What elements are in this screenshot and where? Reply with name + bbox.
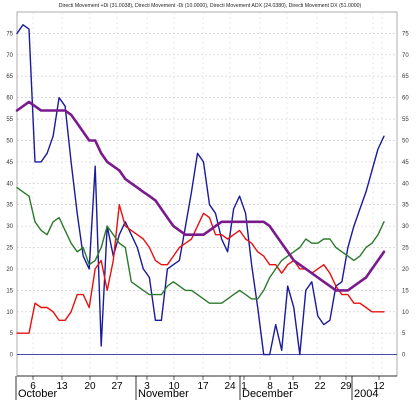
y-tick-label-right: 10 bbox=[402, 310, 409, 316]
x-day-label: 13 bbox=[56, 381, 68, 392]
y-tick-label-left: 45 bbox=[6, 160, 13, 166]
y-tick-label-left: 70 bbox=[6, 53, 13, 59]
y-axis-left: 0 5 10 15 20 25 30 35 40 45 50 55 60 65 70 75 bbox=[6, 31, 13, 358]
series-layer bbox=[15, 24, 386, 356]
y-tick-label-right: 15 bbox=[402, 288, 409, 294]
y-tick-label-left: 75 bbox=[6, 31, 13, 37]
y-tick-label-right: 60 bbox=[402, 96, 409, 102]
y-tick-label-right: 70 bbox=[402, 53, 409, 59]
grid-layer bbox=[16, 11, 398, 377]
y-tick-label-left: 35 bbox=[6, 203, 13, 209]
y-tick-label-left: 65 bbox=[6, 74, 13, 80]
y-axis-right: 0 5 10 15 20 25 30 35 40 45 50 55 60 65 70 75 bbox=[402, 31, 409, 358]
y-tick-label-left: 30 bbox=[6, 224, 13, 230]
y-tick-label-left: 25 bbox=[6, 246, 13, 252]
y-tick-label-left: 55 bbox=[6, 117, 13, 123]
y-tick-label-left: 60 bbox=[6, 96, 13, 102]
y-tick-label-right: 65 bbox=[402, 74, 409, 80]
y-tick-label-right: 0 bbox=[402, 353, 406, 359]
y-tick-label-right: 35 bbox=[402, 203, 409, 209]
x-day-label: 10 bbox=[168, 381, 180, 392]
y-tick-label-left: 20 bbox=[6, 267, 13, 273]
chart-title: Directi Movement +Di (31.0038), Directi … bbox=[59, 3, 362, 9]
x-day-label: 29 bbox=[340, 381, 352, 392]
x-day-label: 1 bbox=[241, 381, 247, 392]
y-tick-label-left: 40 bbox=[6, 181, 13, 187]
y-tick-label-left: 15 bbox=[6, 288, 13, 294]
y-tick-label-right: 30 bbox=[402, 224, 409, 230]
x-day-label: 15 bbox=[287, 381, 299, 392]
x-day-label: 6 bbox=[30, 381, 36, 392]
y-tick-label-right: 55 bbox=[402, 117, 409, 123]
y-tick-label-left: 50 bbox=[6, 138, 13, 144]
x-month-label: December bbox=[242, 388, 293, 400]
y-tick-label-left: 5 bbox=[10, 331, 14, 337]
x-day-label: 12 bbox=[373, 381, 385, 392]
plot-frame bbox=[16, 11, 398, 377]
y-tick-label-right: 5 bbox=[402, 331, 406, 337]
y-tick-label-right: 50 bbox=[402, 138, 409, 144]
y-tick-label-right: 45 bbox=[402, 160, 409, 166]
y-tick-label-left: 0 bbox=[10, 353, 14, 359]
x-month-label: November bbox=[138, 388, 189, 400]
x-day-label: 27 bbox=[111, 381, 123, 392]
x-day-label: 3 bbox=[144, 381, 150, 392]
y-tick-label-right: 25 bbox=[402, 246, 409, 252]
y-tick-label-left: 10 bbox=[6, 310, 13, 316]
x-day-label: 24 bbox=[224, 381, 236, 392]
dx-line bbox=[15, 100, 386, 292]
x-day-label: 22 bbox=[314, 381, 326, 392]
x-day-label: 17 bbox=[197, 381, 209, 392]
minus-di-line bbox=[16, 203, 385, 334]
x-day-label: 8 bbox=[267, 381, 273, 392]
x-month-label: October bbox=[18, 388, 57, 400]
x-day-label: 20 bbox=[84, 381, 96, 392]
x-month-label: 2004 bbox=[354, 388, 378, 400]
y-tick-label-right: 40 bbox=[402, 181, 409, 187]
y-tick-label-right: 75 bbox=[402, 31, 409, 37]
x-axis: 6 13 20 27 3 10 17 24 1 8 15 22 29 12 October November D… bbox=[15, 375, 397, 400]
adx-line bbox=[16, 186, 385, 304]
plus-di-line bbox=[16, 24, 385, 356]
y-tick-label-right: 20 bbox=[402, 267, 409, 273]
